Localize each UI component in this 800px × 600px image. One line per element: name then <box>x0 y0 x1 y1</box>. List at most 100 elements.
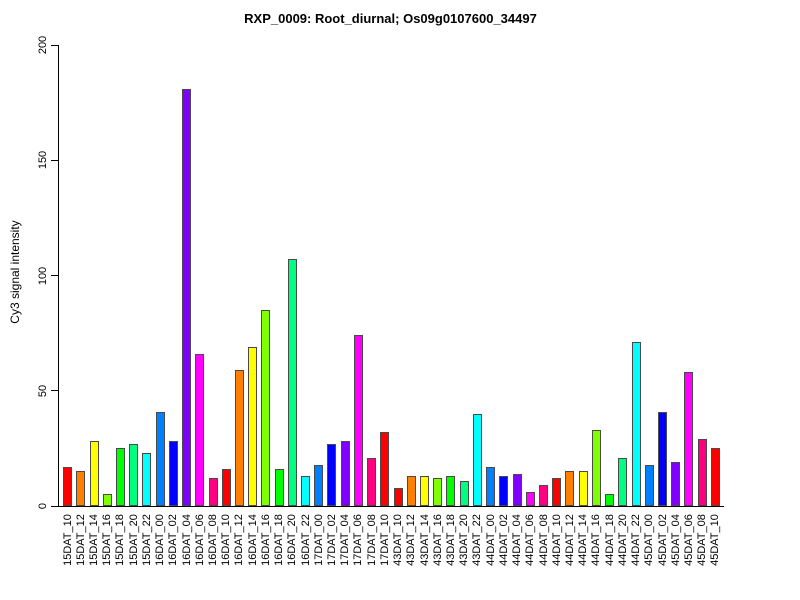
bar-slot <box>352 45 365 506</box>
bar-slot <box>669 45 682 506</box>
bar-slot <box>365 45 378 506</box>
bar-45DAT_06 <box>684 372 694 506</box>
bar-15DAT_20 <box>129 443 139 506</box>
bar-slot <box>603 45 616 506</box>
x-tick-label: 16DAT_02 <box>167 514 180 566</box>
x-tick-label: 17DAT_10 <box>378 514 391 566</box>
bar-17DAT_08 <box>367 457 377 506</box>
bar-slot <box>524 45 537 506</box>
bar-slot <box>510 45 523 506</box>
x-tick-label: 15DAT_16 <box>101 514 114 566</box>
bar-slot <box>259 45 272 506</box>
y-tick-mark <box>51 390 58 392</box>
x-tick-label: 44DAT_20 <box>616 514 629 566</box>
x-tick-label: 43DAT_22 <box>471 514 484 566</box>
x-tick-label: 15DAT_20 <box>127 514 140 566</box>
bar-43DAT_14 <box>420 476 430 506</box>
bar-44DAT_20 <box>618 457 628 506</box>
y-tick-label: 100 <box>37 266 49 285</box>
bar-44DAT_02 <box>499 476 509 506</box>
bar-17DAT_04 <box>340 441 350 506</box>
x-tick-label: 45DAT_06 <box>682 514 695 566</box>
bar-slot <box>74 45 87 506</box>
bar-44DAT_00 <box>486 466 496 506</box>
bar-slot <box>391 45 404 506</box>
bar-17DAT_06 <box>353 335 363 506</box>
bar-16DAT_16 <box>261 310 271 506</box>
bar-16DAT_10 <box>221 469 231 506</box>
x-tick-label: 15DAT_22 <box>140 514 153 566</box>
x-tick-label: 16DAT_22 <box>299 514 312 566</box>
chart-title: RXP_0009: Root_diurnal; Os09g0107600_344… <box>244 11 537 26</box>
x-tick-label: 15DAT_18 <box>114 514 127 566</box>
x-tick-label: 15DAT_10 <box>61 514 74 566</box>
bar-slot <box>273 45 286 506</box>
bar-slot <box>114 45 127 506</box>
bar-15DAT_12 <box>76 471 86 506</box>
bar-slot <box>233 45 246 506</box>
bar-slot <box>312 45 325 506</box>
bar-slot <box>61 45 74 506</box>
bar-44DAT_12 <box>565 471 575 506</box>
bar-slot <box>206 45 219 506</box>
x-tick-label: 43DAT_14 <box>418 514 431 566</box>
bar-slot <box>87 45 100 506</box>
bar-slot <box>246 45 259 506</box>
bar-16DAT_22 <box>301 476 311 506</box>
bar-45DAT_10 <box>710 448 720 506</box>
y-tick-mark <box>51 505 58 507</box>
plot-area: 0 50 100 150 200 15DAT_10 15DAT_12 15DAT_14 15D… <box>37 36 724 566</box>
x-tick-label: 16DAT_10 <box>220 514 233 566</box>
bar-44DAT_16 <box>591 429 601 506</box>
bar-15DAT_22 <box>142 453 152 506</box>
x-tick-label: 43DAT_18 <box>444 514 457 566</box>
bar-16DAT_00 <box>155 411 165 506</box>
bar-slot <box>101 45 114 506</box>
x-tick-label: 44DAT_08 <box>537 514 550 566</box>
bar-slot <box>484 45 497 506</box>
bar-slot <box>656 45 669 506</box>
y-axis-title: Cy3 signal intensity <box>8 220 22 324</box>
bar-slot <box>193 45 206 506</box>
bar-43DAT_10 <box>393 487 403 506</box>
y-tick-label: 50 <box>37 384 49 397</box>
bar-slot <box>577 45 590 506</box>
bar-16DAT_08 <box>208 478 218 506</box>
bar-slot <box>339 45 352 506</box>
x-tick-label: 44DAT_10 <box>550 514 563 566</box>
bar-slot <box>458 45 471 506</box>
x-tick-label: 17DAT_02 <box>326 514 338 566</box>
bar-16DAT_20 <box>287 259 297 506</box>
bar-slot <box>444 45 457 506</box>
bar-43DAT_18 <box>446 476 456 506</box>
x-tick-label: 17DAT_00 <box>312 514 325 566</box>
bar-43DAT_12 <box>406 476 416 506</box>
bar-slot <box>616 45 629 506</box>
x-tick-label: 44DAT_18 <box>603 514 616 566</box>
x-tick-label: 16DAT_06 <box>193 514 206 566</box>
x-tick-label: 16DAT_04 <box>180 514 193 566</box>
x-tick-label: 16DAT_16 <box>259 514 272 566</box>
x-tick-label: 17DAT_08 <box>365 514 378 566</box>
bar-16DAT_02 <box>168 441 178 506</box>
bar-43DAT_22 <box>472 413 482 506</box>
bar-slot <box>696 45 709 506</box>
x-tick-label: 16DAT_20 <box>286 514 299 566</box>
x-tick-label: 16DAT_00 <box>154 514 167 566</box>
bar-16DAT_06 <box>195 353 205 506</box>
bar-45DAT_02 <box>657 411 667 506</box>
bar-43DAT_16 <box>433 478 443 506</box>
bar-slot <box>431 45 444 506</box>
x-tick-label: 45DAT_04 <box>669 514 682 566</box>
bar-45DAT_08 <box>697 439 707 506</box>
bar-17DAT_10 <box>380 432 390 506</box>
x-tick-label: 16DAT_08 <box>207 514 220 566</box>
bar-slot <box>563 45 576 506</box>
bar-slot <box>167 45 180 506</box>
bars-container <box>61 45 722 506</box>
bar-slot <box>497 45 510 506</box>
bar-slot <box>643 45 656 506</box>
bar-17DAT_02 <box>327 443 337 506</box>
bar-slot <box>550 45 563 506</box>
